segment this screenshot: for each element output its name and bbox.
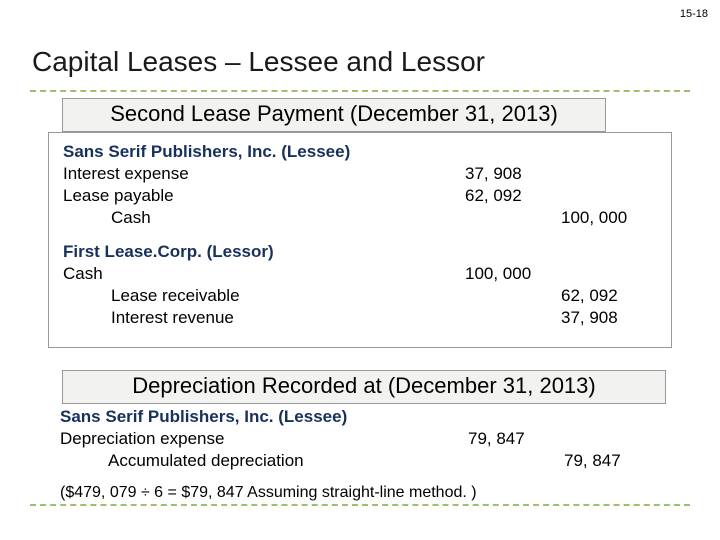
- lessor-entry: First Lease.Corp. (Lessor) Cash 100, 000…: [63, 241, 657, 329]
- debit-amount: 37, 908: [465, 163, 561, 185]
- account-name: Accumulated depreciation: [60, 450, 468, 472]
- credit-amount: [561, 163, 657, 185]
- debit-amount: 100, 000: [465, 263, 561, 285]
- calculation-note: ($479, 079 ÷ 6 = $79, 847 Assuming strai…: [60, 484, 660, 502]
- journal-line: Lease payable 62, 092: [63, 185, 657, 207]
- debit-amount: [465, 307, 561, 329]
- debit-amount: [465, 285, 561, 307]
- credit-amount: [564, 428, 660, 450]
- account-name: Cash: [63, 207, 465, 229]
- account-name: Cash: [63, 263, 465, 285]
- journal-line: Lease receivable 62, 092: [63, 285, 657, 307]
- debit-amount: 62, 092: [465, 185, 561, 207]
- credit-amount: 79, 847: [564, 450, 660, 472]
- page-number: 15-18: [680, 8, 708, 20]
- account-name: Lease receivable: [63, 285, 465, 307]
- debit-amount: [468, 450, 564, 472]
- divider-top: [30, 90, 690, 92]
- journal-entries-box: Sans Serif Publishers, Inc. (Lessee) Int…: [48, 132, 672, 348]
- journal-line: Cash 100, 000: [63, 207, 657, 229]
- section1-heading: Second Lease Payment (December 31, 2013): [62, 98, 606, 132]
- account-name: Depreciation expense: [60, 428, 468, 450]
- credit-amount: 100, 000: [561, 207, 657, 229]
- lessee-entry: Sans Serif Publishers, Inc. (Lessee) Int…: [63, 141, 657, 229]
- credit-amount: [561, 263, 657, 285]
- account-name: Interest revenue: [63, 307, 465, 329]
- debit-amount: [465, 207, 561, 229]
- depreciation-entry: Sans Serif Publishers, Inc. (Lessee) Dep…: [60, 406, 660, 502]
- journal-line: Cash 100, 000: [63, 263, 657, 285]
- lessee-company-dep: Sans Serif Publishers, Inc. (Lessee): [60, 406, 660, 428]
- journal-line: Depreciation expense 79, 847: [60, 428, 660, 450]
- journal-line: Interest revenue 37, 908: [63, 307, 657, 329]
- section2-heading: Depreciation Recorded at (December 31, 2…: [62, 370, 666, 404]
- debit-amount: 79, 847: [468, 428, 564, 450]
- lessee-company: Sans Serif Publishers, Inc. (Lessee): [63, 141, 657, 163]
- credit-amount: 37, 908: [561, 307, 657, 329]
- journal-line: Interest expense 37, 908: [63, 163, 657, 185]
- divider-bottom: [30, 504, 690, 506]
- page-title: Capital Leases – Lessee and Lessor: [32, 46, 485, 78]
- journal-line: Accumulated depreciation 79, 847: [60, 450, 660, 472]
- credit-amount: 62, 092: [561, 285, 657, 307]
- lessor-company: First Lease.Corp. (Lessor): [63, 241, 657, 263]
- account-name: Interest expense: [63, 163, 465, 185]
- account-name: Lease payable: [63, 185, 465, 207]
- credit-amount: [561, 185, 657, 207]
